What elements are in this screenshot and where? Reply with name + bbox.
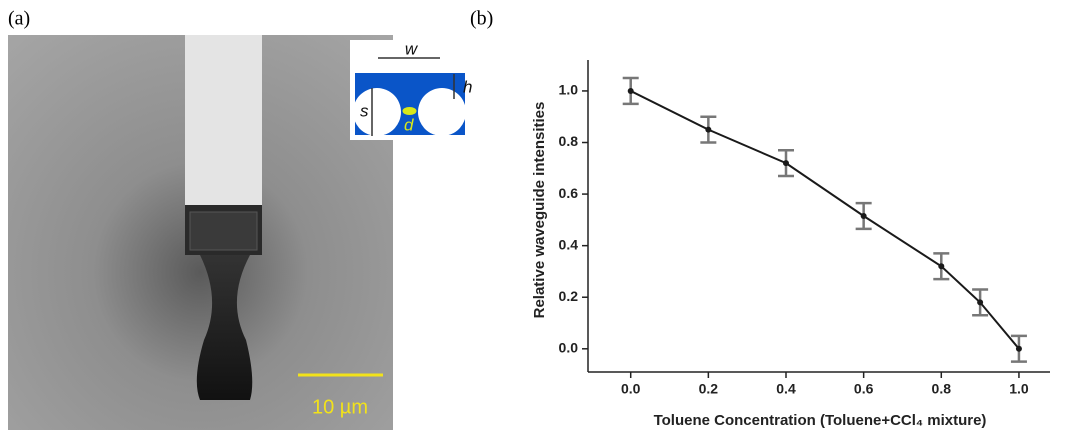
y-axis-label: Relative waveguide intensities bbox=[531, 102, 548, 319]
data-point bbox=[705, 126, 712, 133]
panel-label: (a) bbox=[8, 8, 30, 30]
data-point bbox=[627, 87, 634, 94]
x-tick-label: 0.0 bbox=[621, 381, 641, 397]
x-tick-label: 0.6 bbox=[854, 381, 874, 397]
x-tick-label: 0.4 bbox=[776, 381, 796, 397]
data-point bbox=[783, 160, 789, 167]
sem-image: w h s d 10 µm bbox=[8, 35, 472, 430]
y-tick-label: 1.0 bbox=[559, 82, 579, 98]
x-tick-label: 0.2 bbox=[699, 381, 719, 397]
scale-bar-label: 10 µm bbox=[312, 396, 368, 418]
y-tick-label: 0.6 bbox=[559, 185, 579, 201]
y-tick-label: 0.4 bbox=[559, 236, 579, 252]
data-line bbox=[630, 90, 1020, 350]
x-tick-label: 0.8 bbox=[932, 381, 952, 397]
inset-label: w bbox=[405, 39, 419, 58]
data-point bbox=[860, 213, 867, 219]
data-point bbox=[977, 299, 984, 306]
x-tick-label: 1.0 bbox=[1009, 381, 1029, 397]
y-tick-label: 0.8 bbox=[559, 133, 579, 149]
data-point bbox=[938, 263, 945, 270]
inset-label: d bbox=[404, 115, 414, 134]
inset-label: h bbox=[463, 77, 472, 96]
panel-label: (b) bbox=[470, 8, 493, 30]
inset-label: s bbox=[360, 101, 369, 120]
y-tick-label: 0.2 bbox=[559, 288, 579, 304]
x-axis-label: Toluene Concentration (Toluene+CCl₄ mixt… bbox=[654, 412, 987, 429]
data-point bbox=[1015, 345, 1022, 352]
y-tick-label: 0.0 bbox=[559, 339, 579, 355]
